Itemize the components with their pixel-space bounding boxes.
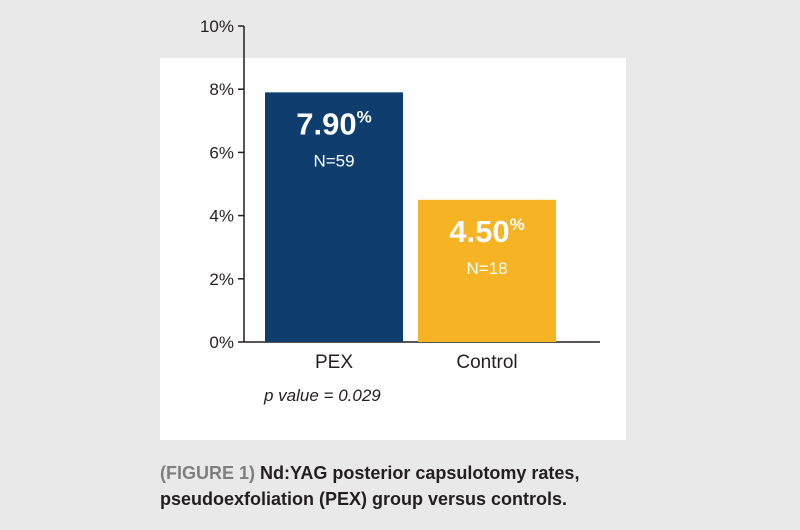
bar-n-label: N=18 — [466, 259, 507, 278]
y-tick-label: 4% — [209, 207, 234, 226]
bar-pex — [265, 92, 403, 342]
y-tick-label: 2% — [209, 270, 234, 289]
figure-label: (FIGURE 1) — [160, 463, 256, 483]
bar-chart: 0% 2% 4% 6% 8% 10% 7.90% N=59 PEX 4.50% N=18 Contro… — [200, 17, 600, 373]
y-tick-label: 6% — [209, 143, 234, 162]
y-tick-label: 10% — [200, 17, 234, 36]
bar-value-label: 4.50% — [449, 214, 524, 249]
bar-n-label: N=59 — [313, 151, 354, 170]
bar-control — [418, 199, 556, 342]
caption-line-1: Nd:YAG posterior capsulotomy rates, — [260, 463, 580, 483]
figure-caption: (FIGURE 1) Nd:YAG posterior capsulotomy … — [160, 460, 760, 512]
x-category-label: PEX — [315, 352, 353, 373]
y-tick-label: 8% — [209, 80, 234, 99]
y-tick-label: 0% — [209, 333, 234, 352]
p-value-annotation: p value = 0.029 — [264, 386, 381, 405]
bar-value-label: 7.90% — [296, 106, 371, 141]
x-category-label: Control — [456, 352, 517, 373]
caption-line-2: pseudoexfoliation (PEX) group versus con… — [160, 489, 568, 509]
